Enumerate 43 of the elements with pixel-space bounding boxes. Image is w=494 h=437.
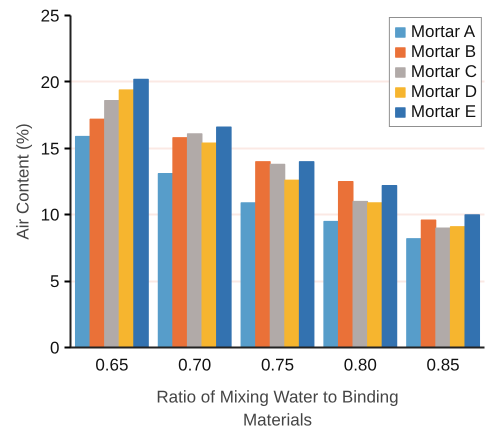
legend-label: Mortar C: [410, 62, 477, 82]
bar: [240, 202, 256, 348]
x-tick-label: 0.70: [178, 356, 212, 374]
bar: [450, 226, 466, 348]
bar: [382, 184, 398, 348]
bar: [406, 238, 422, 348]
bar: [172, 137, 188, 348]
bar: [186, 133, 202, 348]
bar: [464, 214, 480, 348]
legend-label: Mortar D: [410, 82, 477, 102]
bar: [104, 100, 120, 348]
bar: [216, 126, 232, 348]
y-tick-label: 0: [50, 338, 60, 358]
legend-label: Mortar A: [410, 22, 476, 42]
bar: [338, 181, 354, 348]
bar: [118, 89, 134, 348]
y-tick-label: 15: [40, 139, 60, 158]
y-tick-label: 5: [50, 272, 60, 292]
x-tick-label: 0.85: [426, 356, 460, 374]
bar: [270, 164, 286, 348]
bar: [352, 200, 368, 348]
bar: [284, 180, 300, 348]
y-tick-label: 10: [40, 206, 60, 225]
bar: [90, 118, 106, 348]
bar: [420, 220, 436, 348]
legend-label: Mortar B: [410, 42, 476, 62]
y-axis-title: Air Content (%): [14, 123, 33, 240]
y-tick-label: 25: [40, 6, 60, 26]
bar: [201, 142, 218, 348]
x-tick-label: 0.75: [260, 356, 294, 374]
y-tick-label: 20: [40, 72, 60, 92]
bar: [298, 161, 314, 348]
bar: [255, 161, 271, 348]
bar: [323, 220, 339, 348]
x-tick-label: 0.65: [95, 356, 128, 374]
bar: [158, 173, 174, 348]
legend-label: Mortar E: [410, 102, 476, 122]
x-tick-label: 0.80: [344, 356, 377, 374]
bar: [435, 227, 451, 348]
x-axis-title: Ratio of Mixing Water to Binding Materials: [156, 388, 399, 430]
bar: [367, 202, 383, 348]
bar: [133, 78, 149, 348]
bar: [74, 136, 91, 348]
